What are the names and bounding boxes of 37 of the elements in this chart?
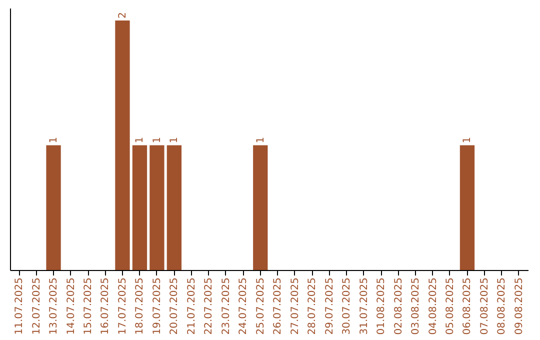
data-label: 1 [462,136,474,144]
x-tick-label: 31.07.2025 [358,278,370,335]
x-tick-label: 07.08.2025 [479,278,490,335]
x-tick-label: 22.07.2025 [204,278,215,335]
x-tick-label: 25.07.2025 [255,278,266,335]
x-tick-label: 03.08.2025 [410,278,422,335]
x-tick-label: 24.07.2025 [238,278,250,335]
data-label: 1 [48,136,60,144]
x-tick-label: 23.07.2025 [220,278,232,335]
x-tick-label: 11.07.2025 [14,278,26,335]
x-tick-label: 04.08.2025 [428,278,439,335]
data-label: 1 [152,136,163,144]
x-tick-label: 28.07.2025 [307,278,318,335]
x-tick-label: 14.07.2025 [66,278,77,335]
x-tick-label: 20.07.2025 [169,278,180,335]
x-tick-label: 21.07.2025 [186,278,198,335]
x-tick-label: 08.08.2025 [496,278,508,335]
x-tick-label: 26.07.2025 [272,278,284,335]
x-tick-label: 27.07.2025 [290,278,301,335]
data-label: 1 [169,136,180,144]
x-tick-label: 29.07.2025 [324,278,336,335]
x-tick-label: 30.07.2025 [342,278,353,335]
x-tick-label: 16.07.2025 [100,278,112,335]
x-tick-label: 01.08.2025 [376,278,388,335]
x-tick-label: 02.08.2025 [393,278,404,335]
x-tick-label: 19.07.2025 [152,278,163,335]
x-tick-label: 06.08.2025 [462,278,474,335]
x-tick-label: 13.07.2025 [48,278,60,335]
x-tick-label: 12.07.2025 [31,278,42,335]
x-tick-label: 17.07.2025 [117,278,128,335]
data-label: 2 [117,12,128,18]
x-tick-label: 05.08.2025 [445,278,456,335]
data-label: 1 [134,136,146,144]
x-tick-label: 15.07.2025 [83,278,94,335]
data-label: 1 [255,136,266,144]
x-tick-label: 09.08.2025 [514,278,525,335]
x-tick-label: 18.07.2025 [134,278,146,335]
